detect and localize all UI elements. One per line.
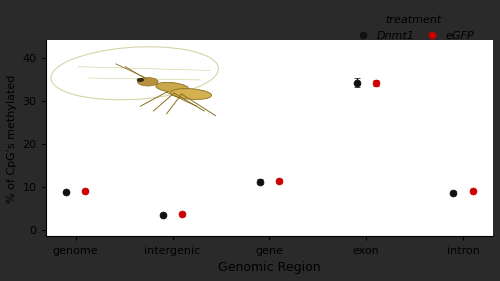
Y-axis label: % of CpG's methylated: % of CpG's methylated	[7, 74, 17, 203]
Legend: Dnmt1, eGFP: Dnmt1, eGFP	[348, 11, 478, 45]
X-axis label: Genomic Region: Genomic Region	[218, 261, 320, 274]
